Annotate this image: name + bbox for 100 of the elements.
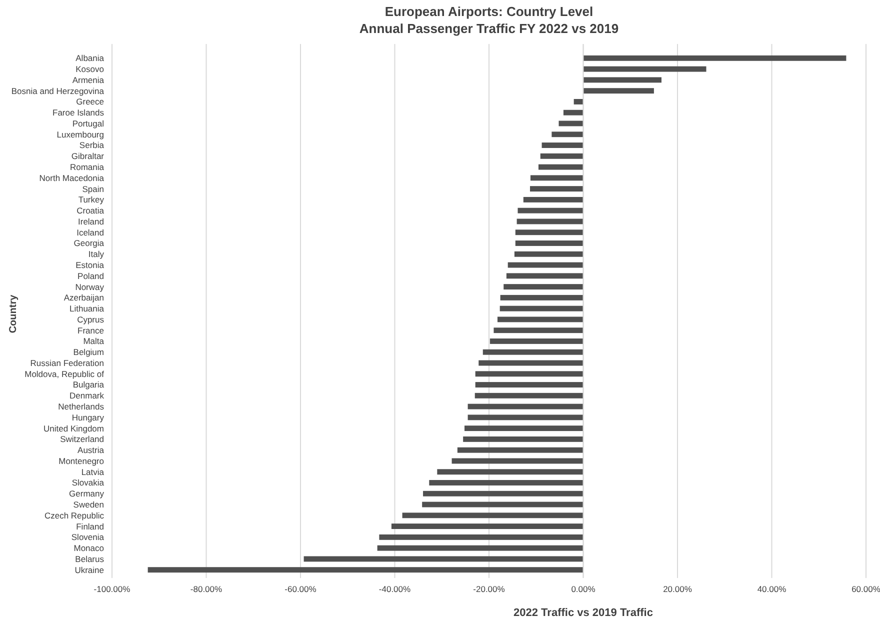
y-tick-label: Spain: [82, 184, 104, 194]
y-tick-label: Sweden: [73, 499, 104, 510]
x-tick-label: -60.00%: [284, 584, 317, 594]
bar: [558, 120, 584, 126]
y-tick-label: Albania: [76, 53, 104, 64]
y-tick-label: Slovakia: [72, 478, 104, 488]
y-tick-label: Belarus: [75, 554, 104, 564]
y-tick-label: United Kingdom: [44, 423, 104, 434]
bar: [478, 360, 584, 366]
bar: [516, 218, 584, 224]
y-tick-label: Bulgaria: [72, 380, 104, 390]
y-tick-label: Russian Federation: [30, 358, 104, 368]
bar: [540, 153, 584, 159]
bar: [490, 338, 584, 344]
y-tick-label: Bosnia and Herzegovina: [11, 86, 104, 96]
x-axis-title: 2022 Traffic vs 2019 Traffic: [514, 607, 653, 619]
x-tick-label: 20.00%: [663, 584, 692, 594]
y-tick-label: Moldova, Republic of: [24, 368, 105, 379]
bar: [457, 447, 584, 453]
bar: [530, 186, 584, 192]
y-tick-label: Hungary: [72, 412, 105, 422]
x-tick-label: 40.00%: [757, 584, 787, 594]
y-axis-title: Country: [8, 294, 19, 334]
bar: [468, 404, 584, 410]
y-tick-label: Ukraine: [74, 564, 104, 575]
bar: [552, 132, 584, 138]
y-tick-label: Denmark: [70, 390, 105, 401]
y-tick-label: Malta: [83, 336, 104, 346]
y-tick-label: Luxembourg: [56, 129, 104, 140]
y-tick-label: Georgia: [74, 238, 104, 248]
bar: [518, 208, 584, 214]
bar: [422, 502, 584, 508]
bar: [377, 545, 584, 551]
bar: [452, 458, 584, 464]
y-tick-label: Kosovo: [76, 64, 104, 74]
bar: [423, 490, 584, 496]
y-tick-label: Azerbaijan: [64, 292, 104, 303]
bar: [504, 284, 584, 290]
y-tick-label: Slovenia: [71, 532, 104, 542]
y-tick-label: Latvia: [81, 466, 104, 477]
bar: [515, 240, 584, 246]
y-tick-label: Portugal: [72, 118, 104, 128]
bar: [475, 382, 584, 388]
bar: [500, 306, 584, 312]
bar: [583, 55, 846, 61]
bar: [429, 480, 584, 486]
y-tick-label: Italy: [88, 249, 105, 260]
bar: [583, 88, 654, 94]
x-tick-label: -100.00%: [94, 584, 131, 594]
bar: [542, 142, 584, 148]
x-tick-label: 0.00%: [571, 584, 596, 594]
y-tick-label: Germany: [69, 488, 105, 499]
bar: [482, 349, 584, 355]
x-tick-label: -80.00%: [190, 584, 223, 594]
y-tick-label: Poland: [78, 270, 104, 281]
x-tick-label: -20.00%: [473, 584, 506, 594]
y-tick-label: Switzerland: [60, 434, 104, 444]
bar: [530, 175, 584, 181]
bar: [523, 196, 584, 202]
y-tick-label: Greece: [76, 96, 104, 107]
y-tick-label: Finland: [76, 521, 104, 532]
y-tick-label: Romania: [70, 162, 104, 172]
bar: [538, 164, 584, 170]
y-tick-label: Czech Republic: [44, 510, 105, 520]
y-tick-label: Netherlands: [58, 402, 104, 412]
y-tick-label: Belgium: [73, 347, 104, 358]
bar: [464, 426, 584, 432]
bar: [497, 316, 584, 322]
y-tick-label: Iceland: [76, 227, 104, 238]
bar: [304, 556, 584, 562]
bar: [583, 77, 662, 83]
y-tick-label: Austria: [78, 445, 104, 456]
y-tick-label: North Macedonia: [39, 172, 104, 183]
y-tick-label: Norway: [75, 282, 105, 292]
y-tick-label: Gibraltar: [71, 151, 104, 162]
bar: [468, 414, 584, 420]
bar: [500, 294, 584, 300]
bar: [148, 567, 584, 573]
y-tick-label: Serbia: [79, 140, 104, 150]
bar: [391, 524, 584, 530]
bar: [508, 262, 584, 268]
bar: [474, 392, 584, 398]
bar: [574, 98, 584, 104]
bar: [494, 328, 584, 334]
y-tick-label: Monaco: [74, 543, 104, 554]
y-tick-label: Faroe Islands: [52, 108, 104, 118]
y-tick-label: Estonia: [76, 260, 104, 270]
bar: [463, 436, 584, 442]
bar: [515, 230, 584, 236]
y-tick-label: Ireland: [78, 216, 104, 226]
y-tick-label: France: [78, 325, 104, 336]
y-tick-label: Turkey: [78, 194, 105, 205]
bar: [437, 469, 584, 475]
bar: [506, 273, 584, 279]
x-tick-label: -40.00%: [378, 584, 412, 594]
bar: [475, 371, 584, 377]
y-tick-label: Montenegro: [58, 456, 104, 466]
bar: [563, 110, 584, 116]
bar: [514, 251, 584, 257]
y-tick-label: Croatia: [76, 206, 104, 216]
